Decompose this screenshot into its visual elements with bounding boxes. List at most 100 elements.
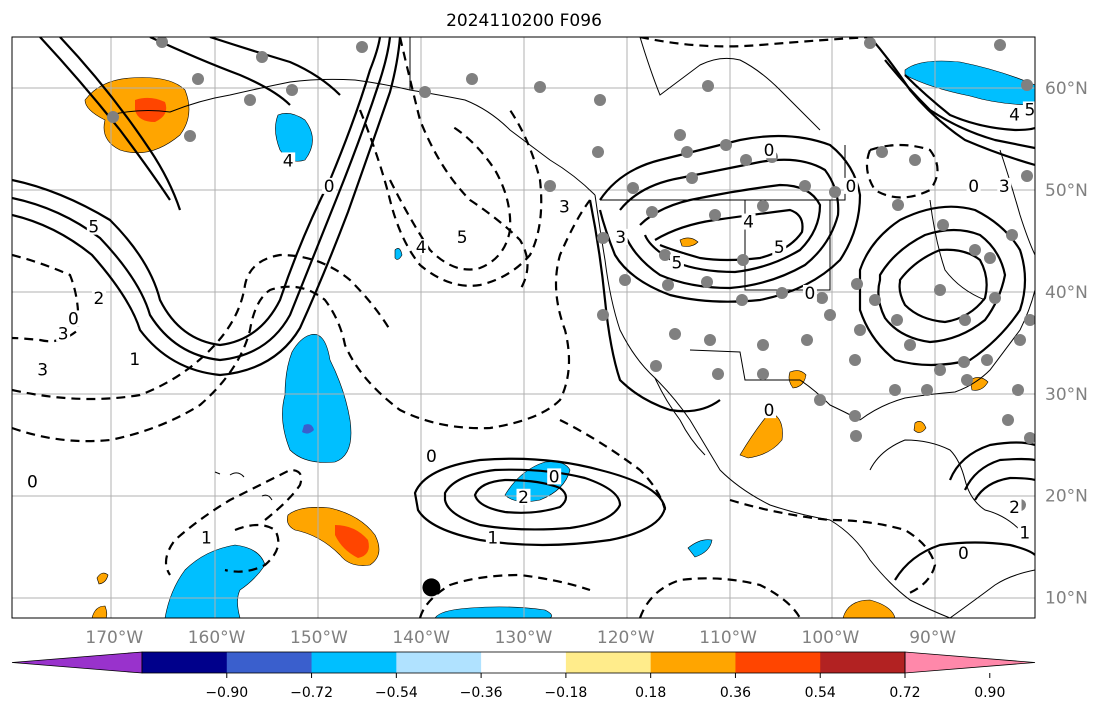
- latitude-tick-label: 30°N: [1045, 385, 1088, 405]
- contour-label-background: [843, 177, 858, 194]
- contour-label-background: [1022, 101, 1035, 118]
- colorbar-tick-label: 0.72: [889, 685, 920, 701]
- contour-label-background: [997, 177, 1012, 194]
- colorbar-tick-label: −0.72: [290, 685, 333, 701]
- contour-label-background: [1007, 498, 1022, 515]
- contour-label-background: [1007, 106, 1022, 123]
- contour-label: 0: [426, 447, 437, 467]
- map-frame: [11, 36, 1036, 619]
- contour-label-background: [66, 310, 81, 327]
- positive-anomaly-region: [969, 377, 989, 391]
- positive-anomaly-region: [842, 599, 896, 618]
- contour-label-background: [199, 529, 214, 546]
- colorbar-swatch: [142, 652, 228, 673]
- colorbar-tick-labels: −0.90 −0.72 −0.54 −0.36 −0.18 0.18 0.36 0.54 0.7…: [205, 673, 1005, 701]
- contours: [12, 37, 1035, 618]
- colorbar-tick-label: 0.36: [720, 685, 751, 701]
- colorbar-swatches: [11, 651, 1036, 674]
- strong-positive-anomaly-region: [335, 525, 369, 558]
- contour-label-background: [91, 290, 106, 307]
- contour-label: 0: [845, 177, 856, 197]
- contour-label: 5: [672, 253, 683, 273]
- positive-anomaly-region: [96, 572, 109, 585]
- latitude-tick-labels: 60°N 50°N 40°N 30°N 20°N 10°N: [1045, 79, 1088, 609]
- contour-label: 4: [416, 238, 427, 258]
- positive-anomaly-region: [739, 411, 783, 459]
- contour-label: 1: [1019, 523, 1030, 543]
- contour-label-background: [802, 284, 817, 301]
- contour-label: 3: [559, 197, 570, 217]
- colorbar-tick-label: 0.90: [974, 685, 1005, 701]
- longitude-tick-label: 100°W: [802, 628, 860, 648]
- strong-positive-anomaly-region: [135, 97, 167, 122]
- colorbar-tick-label: −0.18: [544, 685, 587, 701]
- latitude-tick-label: 40°N: [1045, 283, 1088, 303]
- colorbar-tick-label: 0.18: [635, 685, 666, 701]
- latitude-tick-label: 10°N: [1045, 589, 1088, 609]
- contour-label: 5: [457, 228, 468, 248]
- contour-label: 0: [968, 177, 979, 197]
- longitude-tick-label: 130°W: [495, 628, 553, 648]
- contour-label: 4: [743, 213, 754, 233]
- positive-anomaly-region: [679, 237, 699, 247]
- contour-label-background: [516, 488, 531, 505]
- contour-label: 1: [201, 529, 212, 549]
- longitude-tick-label: 110°W: [699, 628, 757, 648]
- longitude-tick-label: 170°W: [85, 628, 143, 648]
- map-title: 2024110200 F096: [446, 11, 602, 31]
- longitude-tick-label: 140°W: [392, 628, 450, 648]
- negative-anomaly-region: [282, 333, 352, 463]
- colorbar-swatch: [820, 652, 906, 673]
- coastlines: [109, 37, 1035, 618]
- contour-label-background: [25, 473, 40, 490]
- colorbar-frame: [141, 651, 906, 674]
- latitude-tick-label: 50°N: [1045, 181, 1088, 201]
- longitude-tick-label: 120°W: [597, 628, 655, 648]
- contour-label: 0: [958, 544, 969, 564]
- contour-label: 2: [94, 289, 105, 309]
- colorbar-extend-low: [11, 651, 143, 674]
- colorbar-swatch: [481, 652, 567, 673]
- contour-label: 0: [764, 141, 775, 161]
- contour-label-background: [547, 468, 562, 485]
- contour-label: 2: [1009, 498, 1020, 518]
- colorbar-tick-label: −0.90: [205, 685, 248, 701]
- contour-label: 0: [68, 309, 79, 329]
- contour-label-background: [127, 351, 142, 368]
- colorbar-tick-label: −0.36: [460, 685, 503, 701]
- contour-label-background: [35, 361, 50, 378]
- colorbar-extend-high: [904, 651, 1036, 674]
- colorbar-tick-label: 0.54: [805, 685, 836, 701]
- contour-label-background: [455, 228, 470, 245]
- strong-negative-anomaly-region: [302, 424, 314, 434]
- contour-label-background: [772, 239, 787, 256]
- contour-label-background: [741, 213, 756, 230]
- contour-label-background: [762, 402, 777, 419]
- contour-label-background: [281, 152, 296, 169]
- longitude-tick-label: 150°W: [290, 628, 348, 648]
- positive-anomaly-region: [913, 421, 927, 433]
- contour-label-background: [485, 529, 500, 546]
- latitude-tick-label: 20°N: [1045, 487, 1088, 507]
- contour-label-background: [322, 177, 337, 194]
- colorbar-swatch: [226, 652, 313, 673]
- contour-label-background: [613, 228, 628, 245]
- contour-label: 0: [549, 467, 560, 487]
- contour-label: 5: [88, 218, 99, 238]
- contour-label-background: [762, 142, 777, 159]
- contour-label: 4: [283, 151, 294, 171]
- colorbar: −0.90 −0.72 −0.54 −0.36 −0.18 0.18 0.36 0.54 0.7…: [11, 651, 1036, 701]
- negative-anomaly-region: [275, 113, 313, 162]
- contour-label: 3: [58, 325, 69, 345]
- longitude-tick-label: 90°W: [909, 628, 956, 648]
- contour-label: 5: [774, 238, 785, 258]
- contour-label: 5: [1024, 100, 1035, 120]
- contour-label: 4: [1009, 106, 1020, 126]
- colorbar-swatch: [311, 652, 397, 673]
- negative-anomaly-region: [434, 606, 552, 618]
- contour-label-background: [424, 448, 439, 465]
- contour-label: 3: [615, 228, 626, 248]
